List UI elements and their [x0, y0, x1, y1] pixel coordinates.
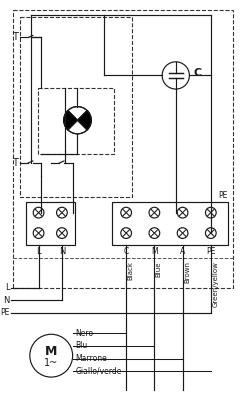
Bar: [20, 17, 132, 197]
Circle shape: [57, 228, 67, 238]
Text: Brown: Brown: [184, 261, 190, 283]
Circle shape: [64, 106, 91, 134]
Text: PE: PE: [218, 191, 227, 200]
Text: L: L: [36, 247, 41, 256]
Text: PE: PE: [206, 247, 216, 256]
Text: M: M: [151, 247, 158, 256]
Circle shape: [205, 207, 216, 218]
Text: Giallo/verde: Giallo/verde: [76, 367, 122, 376]
Text: T: T: [12, 158, 18, 168]
Text: Green/yellow: Green/yellow: [212, 261, 218, 307]
Text: T: T: [12, 32, 18, 42]
Text: Blu: Blu: [76, 342, 88, 350]
Circle shape: [205, 228, 216, 238]
Text: C: C: [193, 68, 201, 78]
Circle shape: [57, 207, 67, 218]
Text: Black: Black: [128, 261, 134, 280]
Bar: [112, 202, 228, 245]
Text: Blue: Blue: [156, 261, 162, 277]
Text: M: M: [45, 345, 57, 358]
Text: L: L: [5, 283, 9, 292]
Text: 1~: 1~: [44, 358, 58, 368]
Circle shape: [121, 207, 132, 218]
Text: A: A: [180, 247, 185, 256]
Circle shape: [177, 228, 188, 238]
Polygon shape: [78, 110, 91, 130]
Circle shape: [149, 207, 160, 218]
Circle shape: [149, 228, 160, 238]
Bar: [38, 88, 114, 154]
Text: N: N: [3, 296, 9, 305]
Circle shape: [33, 228, 44, 238]
Bar: [13, 10, 233, 288]
Bar: [26, 202, 75, 245]
Circle shape: [177, 207, 188, 218]
Circle shape: [162, 62, 189, 89]
Circle shape: [33, 207, 44, 218]
Circle shape: [30, 334, 73, 377]
Text: Marrone: Marrone: [76, 354, 107, 363]
Text: C: C: [124, 247, 129, 256]
Text: N: N: [59, 247, 65, 256]
Circle shape: [121, 228, 132, 238]
Text: Nero: Nero: [76, 329, 94, 338]
Polygon shape: [64, 110, 78, 130]
Text: PE: PE: [0, 308, 9, 317]
